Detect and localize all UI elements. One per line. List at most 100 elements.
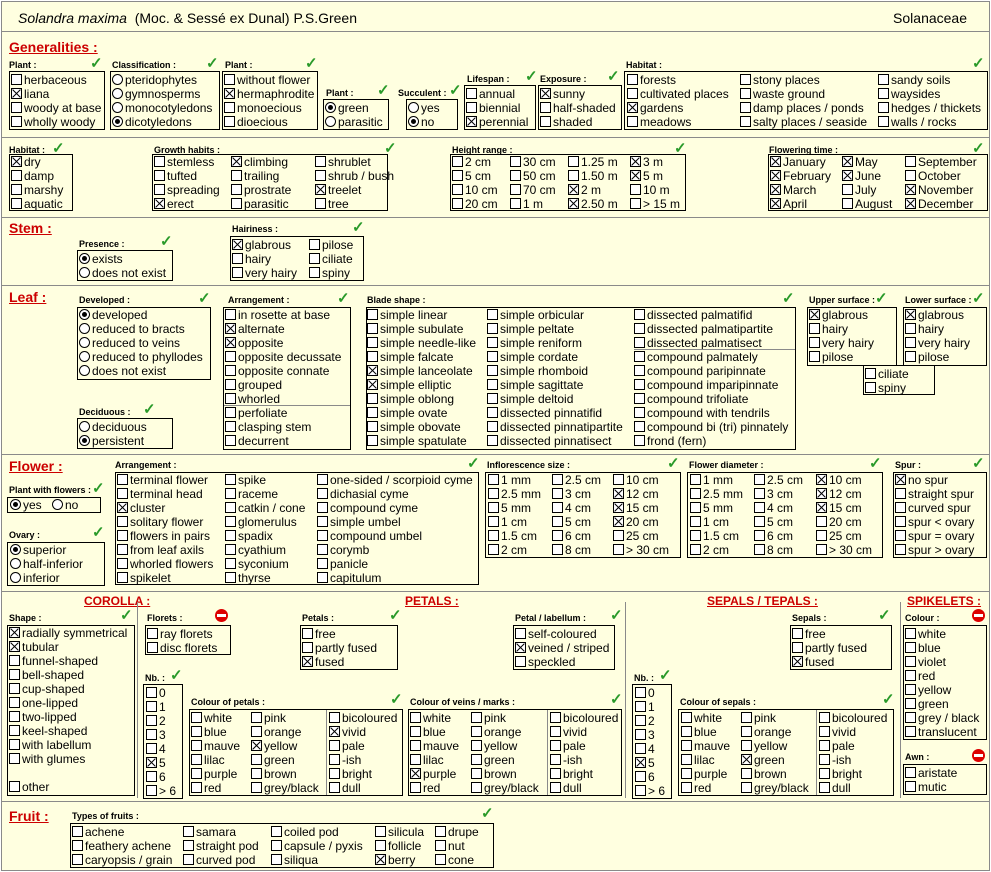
g-habitat1-option[interactable]: hedges / thickets [878, 101, 981, 115]
g-sepals-option[interactable]: free [792, 627, 826, 641]
checkbox-unchecked[interactable] [9, 781, 20, 792]
checkbox-unchecked[interactable] [329, 782, 340, 793]
g-petal-labellum-option[interactable]: self-coloured [515, 627, 597, 641]
checkbox-checked[interactable] [630, 156, 641, 167]
checkbox-unchecked[interactable] [191, 740, 202, 751]
checkbox-unchecked[interactable] [191, 712, 202, 723]
g-vein-colour-option[interactable]: bright [550, 767, 593, 781]
checkbox-unchecked[interactable] [146, 743, 157, 754]
checkbox-unchecked[interactable] [635, 701, 646, 712]
g-infl-size-option[interactable]: 4 cm [552, 501, 591, 515]
checkbox-unchecked[interactable] [9, 669, 20, 680]
g-blade-option[interactable]: simple orbicular [487, 308, 584, 322]
g-upper-option[interactable]: hairy [809, 322, 848, 336]
checkbox-unchecked[interactable] [690, 544, 701, 555]
checkbox-unchecked[interactable] [510, 170, 521, 181]
g-petal-colour-option[interactable]: -ish [329, 753, 361, 767]
g-exposure-option[interactable]: half-shaded [540, 101, 616, 115]
checkbox-unchecked[interactable] [317, 488, 328, 499]
g-flowering-option[interactable]: April [770, 197, 807, 211]
g-vein-colour-option[interactable]: grey/black [471, 781, 539, 795]
checkbox-unchecked[interactable] [271, 826, 282, 837]
g-fl-arrangement-option[interactable]: cyathium [225, 543, 286, 557]
checkbox-unchecked[interactable] [232, 267, 243, 278]
g-spikelet-colour-option[interactable]: yellow [905, 683, 951, 697]
checkbox-unchecked[interactable] [225, 530, 236, 541]
checkbox-unchecked[interactable] [635, 687, 646, 698]
checkbox-unchecked[interactable] [895, 530, 906, 541]
checkbox-unchecked[interactable] [225, 474, 236, 485]
g-fl-diameter-option[interactable]: 2.5 mm [690, 487, 743, 501]
g-vein-colour-option[interactable]: mauve [410, 739, 459, 753]
g-lower-option[interactable]: pilose [905, 350, 949, 364]
checkbox-unchecked[interactable] [690, 502, 701, 513]
g-presence-option[interactable]: does not exist [79, 266, 166, 280]
checkbox-unchecked[interactable] [315, 198, 326, 209]
g-fl-arrangement-option[interactable]: spikelet [117, 571, 171, 585]
g-spikelet-colour-option[interactable]: green [905, 697, 949, 711]
checkbox-unchecked[interactable] [905, 642, 916, 653]
radio-unchecked[interactable] [79, 323, 90, 334]
checkbox-checked[interactable] [809, 309, 820, 320]
checkbox-unchecked[interactable] [754, 516, 765, 527]
g-sepal-colour-option[interactable]: vivid [819, 725, 856, 739]
checkbox-unchecked[interactable] [816, 530, 827, 541]
g-blade-option[interactable]: simple ovate [367, 406, 447, 420]
g-petal-colour-option[interactable]: green [251, 753, 295, 767]
checkbox-unchecked[interactable] [146, 701, 157, 712]
checkbox-unchecked[interactable] [487, 323, 498, 334]
checkbox-unchecked[interactable] [224, 116, 235, 127]
checkbox-unchecked[interactable] [117, 530, 128, 541]
checkbox-unchecked[interactable] [635, 729, 646, 740]
g-infl-size-option[interactable]: 1 cm [488, 515, 527, 529]
checkbox-unchecked[interactable] [231, 184, 242, 195]
checkbox-unchecked[interactable] [9, 725, 20, 736]
checkbox-unchecked[interactable] [634, 421, 645, 432]
g-vein-colour-option[interactable]: brown [471, 767, 517, 781]
g-hairiness-option[interactable]: pilose [309, 238, 353, 252]
g-fruit-option[interactable]: follicle [375, 839, 421, 853]
g-flowering-option[interactable]: May [842, 155, 878, 169]
g-height-option[interactable]: > 15 m [630, 197, 680, 211]
checkbox-checked[interactable] [630, 170, 641, 181]
g-fl-arrangement-option[interactable]: cluster [117, 501, 165, 515]
checkbox-unchecked[interactable] [147, 642, 158, 653]
g-sepal-nb-option[interactable]: 2 [635, 714, 655, 728]
checkbox-unchecked[interactable] [251, 782, 262, 793]
g-height-option[interactable]: 20 cm [452, 197, 498, 211]
radio-checked[interactable] [79, 309, 90, 320]
checkbox-unchecked[interactable] [367, 351, 378, 362]
checkbox-unchecked[interactable] [317, 516, 328, 527]
checkbox-unchecked[interactable] [309, 253, 320, 264]
g-blade-option[interactable]: simple peltate [487, 322, 574, 336]
checkbox-unchecked[interactable] [630, 198, 641, 209]
g-fruit-option[interactable]: nut [435, 839, 465, 853]
radio-checked[interactable] [325, 102, 336, 113]
radio-unchecked[interactable] [79, 421, 90, 432]
radio-unchecked[interactable] [79, 351, 90, 362]
radio-checked[interactable] [408, 116, 419, 127]
g-fl-arrangement-option[interactable]: catkin / cone [225, 501, 305, 515]
g-exposure-option[interactable]: shaded [540, 115, 592, 129]
radio-unchecked[interactable] [79, 365, 90, 376]
checkbox-checked[interactable] [905, 198, 916, 209]
checkbox-unchecked[interactable] [754, 502, 765, 513]
checkbox-unchecked[interactable] [905, 351, 916, 362]
checkbox-unchecked[interactable] [816, 516, 827, 527]
checkbox-unchecked[interactable] [117, 474, 128, 485]
radio-unchecked[interactable] [408, 102, 419, 113]
checkbox-unchecked[interactable] [905, 712, 916, 723]
checkbox-unchecked[interactable] [740, 102, 751, 113]
checkbox-unchecked[interactable] [183, 826, 194, 837]
checkbox-unchecked[interactable] [251, 754, 262, 765]
checkbox-unchecked[interactable] [11, 116, 22, 127]
checkbox-unchecked[interactable] [905, 337, 916, 348]
g-vein-colour-option[interactable]: dull [550, 781, 582, 795]
checkbox-unchecked[interactable] [9, 753, 20, 764]
checkbox-unchecked[interactable] [117, 544, 128, 555]
checkbox-unchecked[interactable] [466, 88, 477, 99]
g-infl-size-option[interactable]: 10 cm [613, 473, 659, 487]
g-fruit-option[interactable]: capsule / pyxis [271, 839, 363, 853]
g-petal-colour-option[interactable]: bright [329, 767, 372, 781]
checkbox-checked[interactable] [905, 184, 916, 195]
